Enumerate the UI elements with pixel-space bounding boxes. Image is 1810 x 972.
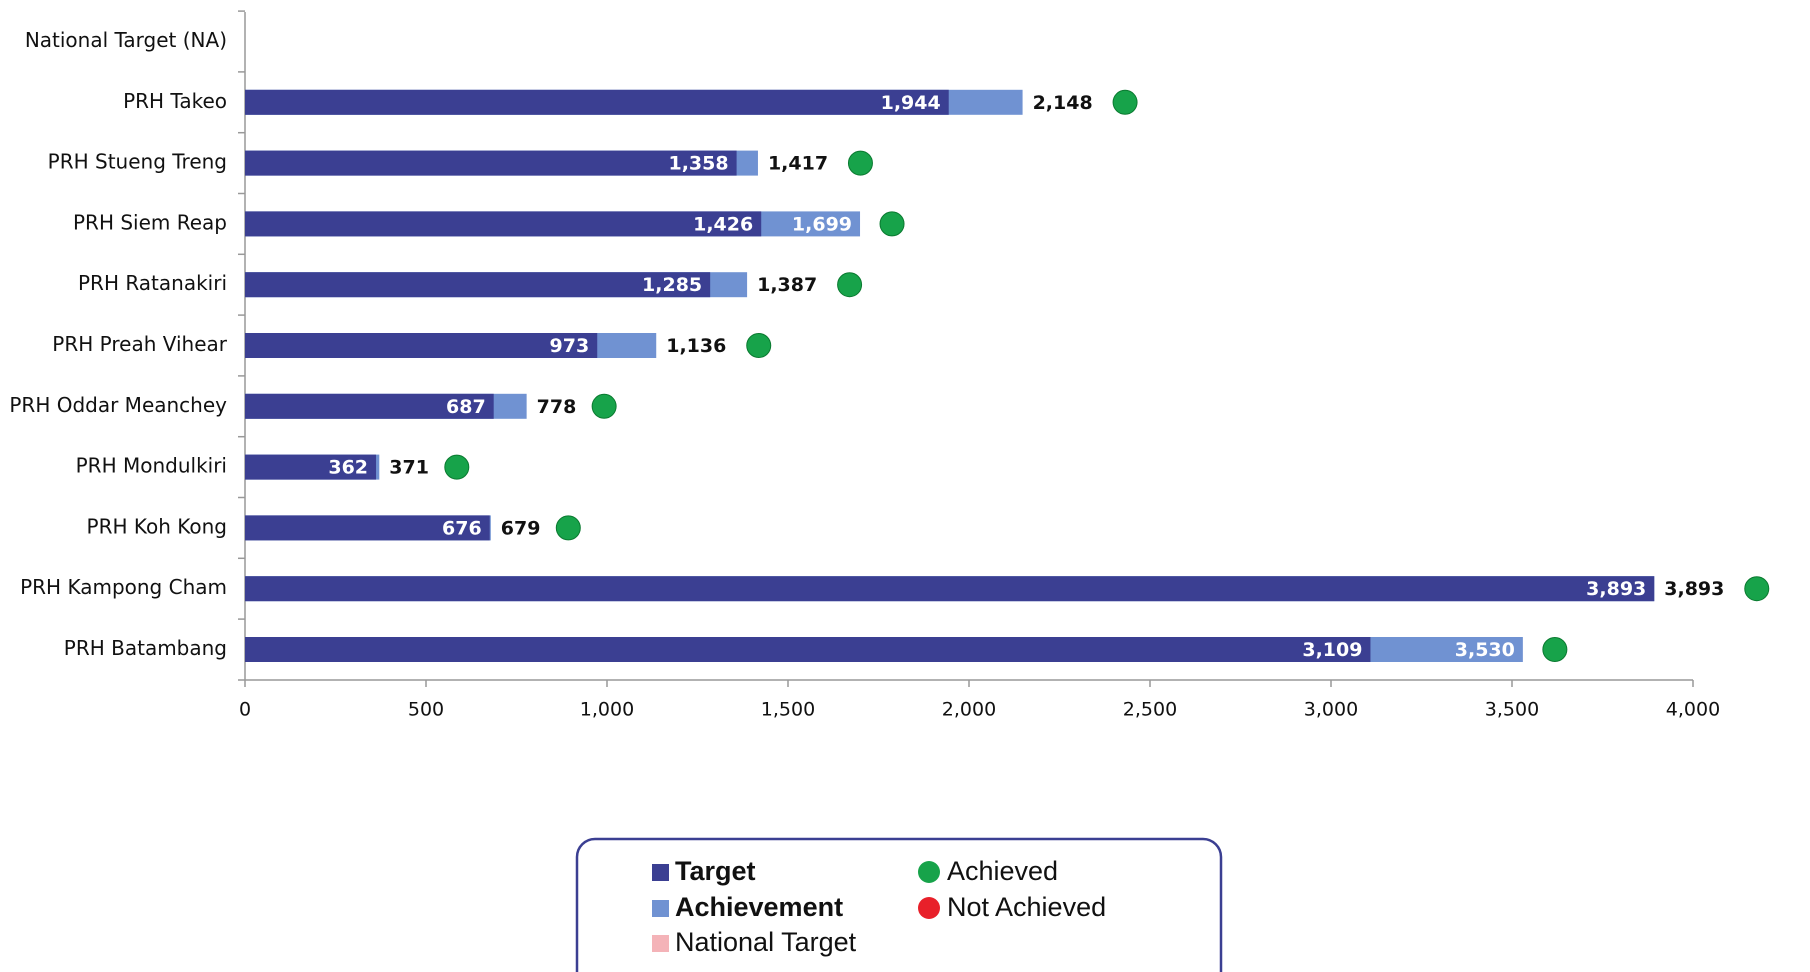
status-dot (837, 272, 863, 298)
status-dot (1744, 576, 1770, 602)
achievement-label: 778 (537, 396, 577, 418)
category-label: PRH Stueng Treng (48, 150, 227, 174)
target-bar (245, 211, 762, 237)
x-tick-label: 0 (239, 699, 251, 721)
target-bar (245, 150, 737, 176)
target-bar (245, 393, 494, 419)
target-bar (245, 576, 1655, 602)
status-dot (591, 393, 617, 419)
target-bar (245, 333, 598, 358)
target-bar (245, 272, 711, 298)
achievement-label: 3,530 (1455, 639, 1515, 661)
category-label: National Target (NA) (25, 28, 227, 52)
category-label: PRH Oddar Meanchey (9, 393, 227, 417)
legend-dot (918, 861, 940, 883)
status-dot (847, 150, 873, 176)
target-label: 1,426 (693, 213, 753, 235)
target-label: 3,109 (1302, 639, 1362, 661)
legend-swatch (652, 935, 669, 952)
achievement-label: 3,893 (1664, 578, 1724, 600)
target-bar (245, 89, 949, 115)
target-label: 1,285 (642, 274, 702, 296)
category-label: PRH Koh Kong (87, 514, 227, 538)
x-tick-label: 1,500 (761, 699, 815, 721)
status-dot (746, 333, 772, 358)
x-tick-label: 1,000 (580, 699, 634, 721)
target-label: 676 (442, 517, 482, 539)
category-label: PRH Ratanakiri (78, 271, 227, 295)
category-label: PRH Batambang (64, 636, 227, 660)
category-label: PRH Preah Vihear (52, 332, 227, 356)
achievement-label: 1,387 (757, 274, 817, 296)
x-tick-label: 500 (408, 699, 444, 721)
target-bar (245, 515, 490, 541)
legend-swatch (652, 900, 669, 917)
legend-label: Target (675, 856, 756, 886)
x-tick-label: 3,500 (1485, 699, 1539, 721)
target-label: 1,944 (881, 92, 941, 114)
target-label: 1,358 (668, 153, 728, 175)
status-dot (555, 515, 581, 541)
status-dot (1542, 637, 1568, 662)
target-label: 362 (328, 457, 368, 479)
achievement-label: 679 (501, 517, 541, 539)
legend-label: Not Achieved (947, 892, 1106, 922)
category-label: PRH Siem Reap (73, 210, 227, 234)
category-label: PRH Takeo (123, 89, 227, 113)
target-bar (245, 637, 1371, 662)
legend-label: Achieved (947, 856, 1058, 886)
category-label: PRH Kampong Cham (20, 575, 227, 599)
target-label: 687 (446, 396, 486, 418)
achievement-label: 371 (389, 457, 429, 479)
achievement-label: 2,148 (1033, 92, 1093, 114)
achievement-label: 1,417 (768, 153, 828, 175)
legend-dot (918, 897, 940, 919)
legend-swatch (652, 864, 669, 881)
status-dot (1112, 89, 1138, 115)
legend-label: Achievement (675, 892, 843, 922)
legend-box (575, 837, 1223, 972)
x-tick-label: 2,500 (1123, 699, 1177, 721)
target-label: 973 (550, 335, 590, 357)
x-tick-label: 2,000 (942, 699, 996, 721)
target-bar (245, 454, 377, 480)
x-tick-label: 3,000 (1304, 699, 1358, 721)
achievement-label: 1,699 (792, 213, 852, 235)
category-label: PRH Mondulkiri (76, 454, 227, 478)
x-tick-label: 4,000 (1666, 699, 1720, 721)
legend-label: National Target (675, 927, 857, 957)
target-label: 3,893 (1586, 578, 1646, 600)
status-dot (444, 454, 470, 480)
achievement-label: 1,136 (666, 335, 726, 357)
status-dot (879, 211, 905, 237)
